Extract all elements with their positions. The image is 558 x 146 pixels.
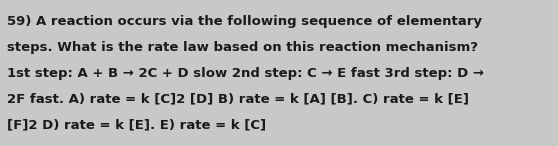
- Text: steps. What is the rate law based on this reaction mechanism?: steps. What is the rate law based on thi…: [7, 41, 478, 54]
- Text: 59) A reaction occurs via the following sequence of elementary: 59) A reaction occurs via the following …: [7, 15, 482, 28]
- Text: 1st step: A + B → 2C + D slow 2nd step: C → E fast 3rd step: D →: 1st step: A + B → 2C + D slow 2nd step: …: [7, 67, 484, 80]
- Text: [F]2 D) rate = k [E]. E) rate = k [C]: [F]2 D) rate = k [E]. E) rate = k [C]: [7, 119, 266, 132]
- Text: 2F fast. A) rate = k [C]2 [D] B) rate = k [A] [B]. C) rate = k [E]: 2F fast. A) rate = k [C]2 [D] B) rate = …: [7, 93, 469, 106]
